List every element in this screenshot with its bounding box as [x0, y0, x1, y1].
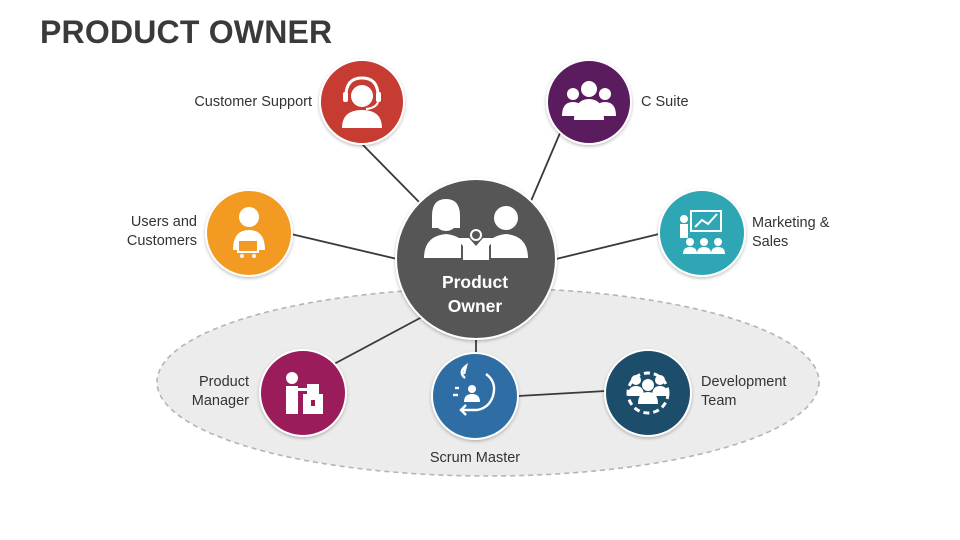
- scrum-master-label: Scrum Master: [429, 450, 521, 466]
- user-cart-icon: [233, 207, 265, 258]
- executive-team-icon: [562, 81, 616, 120]
- connector-development-team: [517, 390, 607, 397]
- headset-agent-icon: [342, 76, 382, 128]
- connector-customer-support: [361, 143, 424, 207]
- development-team-label: Development Team: [701, 374, 787, 409]
- connector-marketing-sales: [555, 233, 660, 260]
- c-suite-node: [546, 59, 632, 145]
- connector-users-customers: [290, 233, 398, 260]
- manager-boxes-icon: [286, 372, 323, 414]
- product-manager-node: [259, 349, 347, 437]
- scrum-master-node: [431, 352, 519, 440]
- marketing-sales-node: [658, 189, 746, 277]
- connector-lines: [290, 132, 660, 397]
- presentation-audience-icon: [680, 210, 725, 254]
- product-owner-label: Product Owner: [441, 272, 509, 316]
- product-manager-label: Product Manager: [191, 374, 249, 409]
- connector-product-manager: [333, 316, 423, 365]
- development-team-node: [604, 349, 692, 437]
- product-owners-icon: [424, 199, 528, 260]
- c-suite-label: C Suite: [641, 94, 689, 110]
- marketing-sales-label: Marketing & Sales: [752, 215, 830, 250]
- dev-team-gear-icon: [626, 371, 670, 415]
- product-owner-node: [395, 178, 557, 340]
- users-customers-node: [205, 189, 293, 277]
- scrum-cycle-icon: [453, 363, 496, 416]
- page-title: PRODUCT OWNER: [40, 14, 333, 50]
- customer-support-node: [319, 59, 405, 145]
- customer-support-label: Customer Support: [194, 94, 312, 110]
- connector-c-suite: [530, 132, 561, 202]
- users-customers-label: Users and Customers: [126, 214, 197, 249]
